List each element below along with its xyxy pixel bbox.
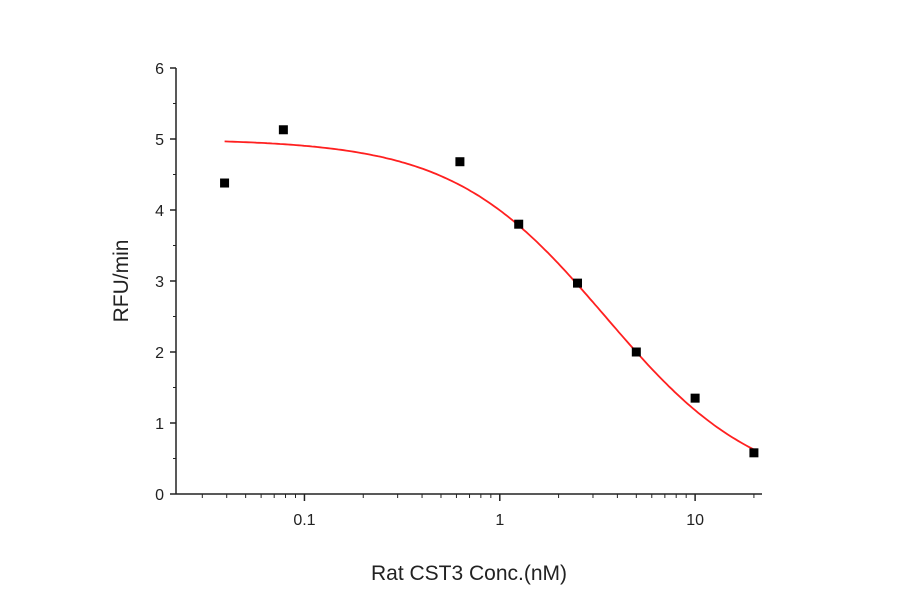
data-point xyxy=(455,157,465,167)
data-point xyxy=(690,393,700,403)
fit-curve xyxy=(224,140,755,451)
data-point xyxy=(573,278,583,288)
data-points xyxy=(220,125,759,458)
axes: 0 1 2 3 4 5 6 0.1 1 10 xyxy=(155,61,762,529)
x-tick-label: 0.1 xyxy=(293,512,315,529)
y-tick-label: 3 xyxy=(155,274,164,291)
y-tick-label: 6 xyxy=(155,61,164,78)
data-point xyxy=(514,219,524,229)
x-axis-title: Rat CST3 Conc.(nM) xyxy=(371,562,567,585)
y-tick-label: 0 xyxy=(155,487,164,504)
fit-curve-group xyxy=(224,140,755,451)
y-tick-label: 4 xyxy=(155,203,164,220)
y-tick-label: 1 xyxy=(155,416,164,433)
y-axis-title: RFU/min xyxy=(110,240,133,323)
x-tick-label: 10 xyxy=(686,512,704,529)
data-point xyxy=(749,448,759,458)
data-point xyxy=(278,125,288,135)
data-point xyxy=(220,178,230,188)
y-tick-label: 2 xyxy=(155,345,164,362)
y-tick-label: 5 xyxy=(155,132,164,149)
data-point xyxy=(631,347,641,357)
x-tick-label: 1 xyxy=(495,512,504,529)
